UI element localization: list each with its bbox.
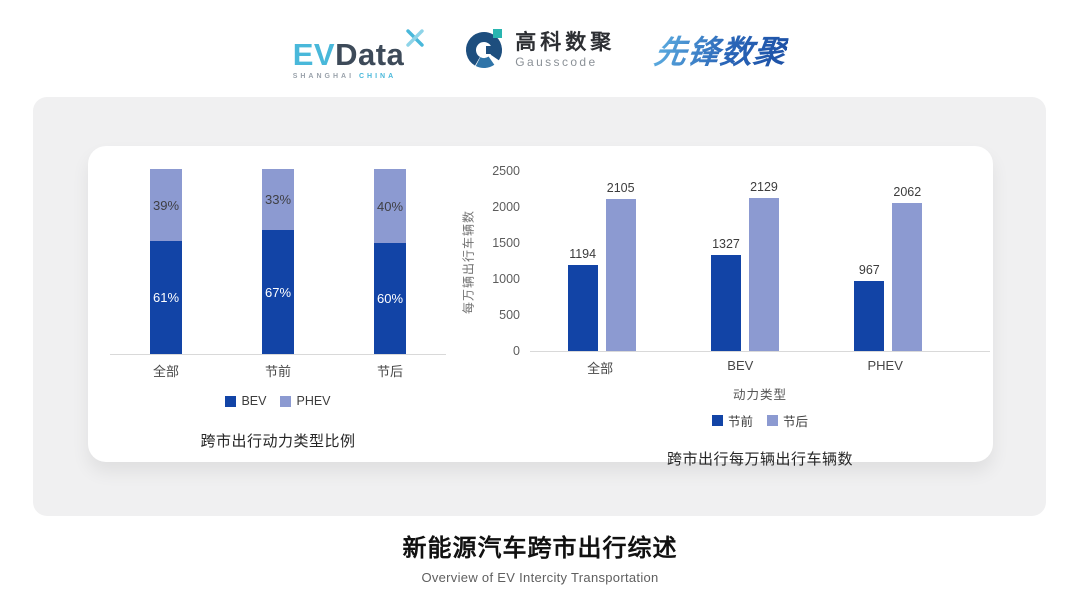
legend-label: BEV [241, 394, 267, 408]
category-label: PHEV [867, 358, 903, 373]
gausscode-logo-text: 高科数聚 Gausscode [515, 31, 615, 69]
bar-节后: 2062 [892, 185, 923, 351]
bar-segment-label: 67% [264, 284, 292, 300]
gausscode-logo: 高科数聚 Gausscode [464, 27, 615, 74]
legend-swatch [767, 415, 778, 426]
charts-card: 39% 61% 33% 67% 40% 60% 全部 节前 节后 BEV PHEV 跨市出行动力… [88, 146, 993, 468]
evdata-china-text: CHINA [359, 72, 397, 80]
evdata-logo-subtext: SHANGHAI CHINA [293, 73, 425, 80]
bar-segment-phev: 33% [262, 169, 294, 231]
bar-segment-label: 39% [152, 197, 180, 213]
category-label: 节后 [376, 364, 403, 379]
bar-segment-phev: 40% [374, 169, 406, 243]
grouped-chart-plot: 每万辆出行车辆数 1194 2105 1327 2129 967 2062 0 500 100… [462, 164, 990, 358]
bar-segment-bev: 60% [374, 243, 406, 354]
evdata-logo-ev-text: EV [292, 36, 336, 72]
legend-item: PHEV [280, 394, 331, 408]
grouped-chart-legend: 节前 节后 [530, 411, 990, 430]
content-panel: 39% 61% 33% 67% 40% 60% 全部 节前 节后 BEV PHEV 跨市出行动力… [33, 97, 1046, 516]
legend-swatch [711, 415, 723, 426]
grouped-chart-y-axis-label: 每万辆出行车辆数 [461, 209, 476, 315]
bar-节前: 1194 [567, 247, 598, 351]
bar-segment-bev: 67% [262, 230, 294, 354]
bar-value-label: 2062 [893, 184, 922, 199]
grouped-chart: 每万辆出行车辆数 1194 2105 1327 2129 967 2062 0 500 100… [462, 164, 990, 469]
bar-segment-label: 60% [376, 291, 404, 306]
evdata-logo-data-text: Data [335, 36, 405, 72]
stacked-chart-legend: BEV PHEV [110, 394, 446, 408]
page-subtitle: Overview of EV Intercity Transportation [421, 570, 659, 585]
stacked-chart-plot: 39% 61% 33% 67% 40% 60% [110, 169, 446, 355]
bar-segment-phev: 39% [150, 169, 182, 242]
legend-label: 节后 [783, 415, 809, 429]
bar-节后: 2105 [605, 181, 636, 351]
bar-group: 1194 2105 [567, 181, 636, 351]
grouped-chart-bars: 1194 2105 1327 2129 967 2062 [530, 172, 960, 351]
legend-label: 节前 [727, 415, 753, 429]
legend-item: 节前 [711, 411, 753, 430]
legend-item: BEV [225, 394, 266, 408]
grouped-chart-title: 跨市出行每万辆出行车辆数 [666, 451, 853, 468]
y-tick-label: 2500 [492, 164, 520, 178]
stacked-chart-categories: 全部 节前 节后 [110, 361, 446, 380]
bar-group: 967 2062 [854, 185, 923, 351]
stacked-bar: 39% 61% [150, 169, 182, 354]
bar-group: 1327 2129 [710, 180, 779, 351]
evdata-logo-wordmark: EV Data [293, 21, 425, 70]
bar-segment-label: 61% [152, 290, 180, 306]
bar-segment-label: 33% [264, 192, 292, 208]
gausscode-english-name: Gausscode [515, 54, 598, 69]
stacked-chart-title: 跨市出行动力类型比例 [200, 433, 356, 450]
y-tick-label: 2000 [492, 200, 520, 214]
stacked-bar: 40% 60% [374, 169, 406, 354]
y-tick-label: 1000 [492, 272, 520, 286]
legend-item: 节后 [767, 411, 808, 430]
y-tick-label: 1500 [492, 236, 520, 250]
bar-value-label: 2105 [606, 181, 635, 196]
bar-节前: 967 [854, 263, 885, 351]
legend-swatch [225, 395, 237, 407]
pioneer-logo: 先锋数聚 [652, 27, 790, 73]
grouped-chart-categories: 全部 BEV PHEV [530, 358, 960, 377]
grouped-chart-x-axis-label: 动力类型 [732, 388, 787, 402]
footer: 新能源汽车跨市出行综述 Overview of EV Intercity Tra… [0, 528, 1080, 585]
stacked-bar: 33% 67% [262, 169, 294, 354]
bar-value-label: 1327 [712, 237, 740, 252]
gausscode-chinese-name: 高科数聚 [515, 30, 616, 54]
evdata-shanghai-text: SHANGHAI [292, 72, 355, 80]
bar-segment-label: 40% [376, 198, 404, 214]
bar-节后: 2129 [748, 180, 779, 351]
gausscode-logo-mark-icon [464, 27, 506, 74]
bar-segment-bev: 61% [150, 241, 182, 354]
page-title: 新能源汽车跨市出行综述 [402, 535, 678, 562]
bar-节前: 1327 [710, 237, 741, 351]
legend-label: PHEV [296, 394, 331, 408]
stacked-chart: 39% 61% 33% 67% 40% 60% 全部 节前 节后 BEV PHEV 跨市出行动力… [110, 169, 446, 451]
category-label: 全部 [152, 364, 179, 379]
header-logo-bar: EV Data SHANGHAI CHINA 高科数聚 Gausscod [0, 16, 1080, 84]
legend-swatch [280, 395, 292, 407]
bar-value-label: 2129 [750, 179, 778, 194]
bar-value-label: 967 [858, 263, 880, 278]
category-label: 节前 [264, 364, 291, 379]
evdata-sparkle-icon [406, 21, 424, 52]
category-label: BEV [727, 358, 754, 373]
category-label: 全部 [587, 361, 614, 376]
bar-value-label: 1194 [569, 247, 597, 262]
y-tick-label: 500 [499, 308, 520, 322]
evdata-logo: EV Data SHANGHAI CHINA [293, 21, 425, 80]
y-tick-label: 0 [513, 344, 520, 358]
